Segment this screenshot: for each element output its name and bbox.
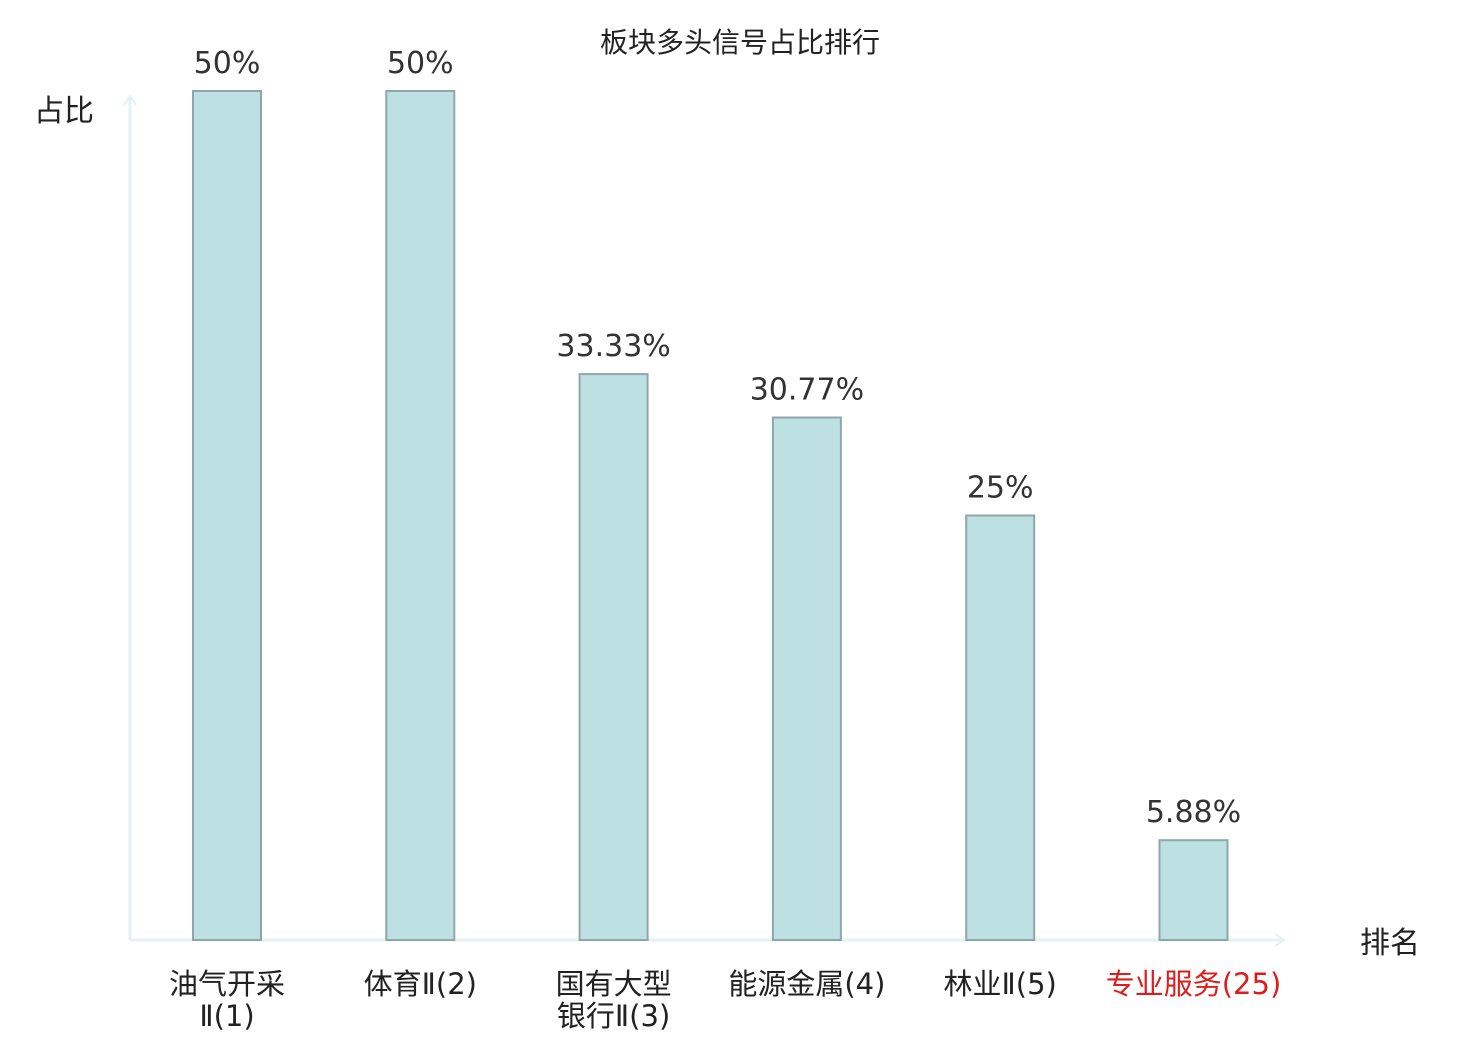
bar	[1158, 839, 1229, 942]
category-label-highlighted: 专业服务(25)	[1106, 967, 1282, 1001]
category-labels-group: 油气开采 Ⅱ(1) 体育Ⅱ(2) 国有大型银行Ⅱ(3) 能源金属(4) 林业Ⅱ(5) 专业服…	[169, 967, 1281, 1033]
y-axis-label: 占比	[34, 94, 94, 129]
bar-value-label: 30.77%	[750, 373, 864, 408]
category-label: 体育Ⅱ(2)	[364, 967, 477, 1001]
bar	[578, 373, 649, 942]
bar	[965, 514, 1036, 941]
category-label: 油气开采 Ⅱ(1)	[169, 967, 285, 1033]
value-labels-group: 50% 50% 33.33% 30.77% 25% 5.88%	[194, 46, 1242, 830]
bar	[771, 416, 842, 941]
bar-value-label: 5.88%	[1146, 795, 1241, 830]
chart-title: 板块多头信号占比排行	[600, 26, 880, 59]
category-label: 林业Ⅱ(5)	[944, 967, 1057, 1001]
x-axis-label: 排名	[1360, 926, 1420, 961]
bar-value-label: 50%	[194, 46, 261, 81]
bar-value-label: 25%	[967, 471, 1034, 506]
bar-value-label: 33.33%	[556, 329, 670, 364]
bar	[192, 90, 262, 941]
bar	[385, 90, 456, 941]
category-label: 能源金属(4)	[728, 967, 885, 1001]
category-label: 国有大型银行Ⅱ(3)	[556, 967, 672, 1033]
bar-value-label: 50%	[387, 46, 454, 81]
bars-group	[192, 90, 1229, 942]
